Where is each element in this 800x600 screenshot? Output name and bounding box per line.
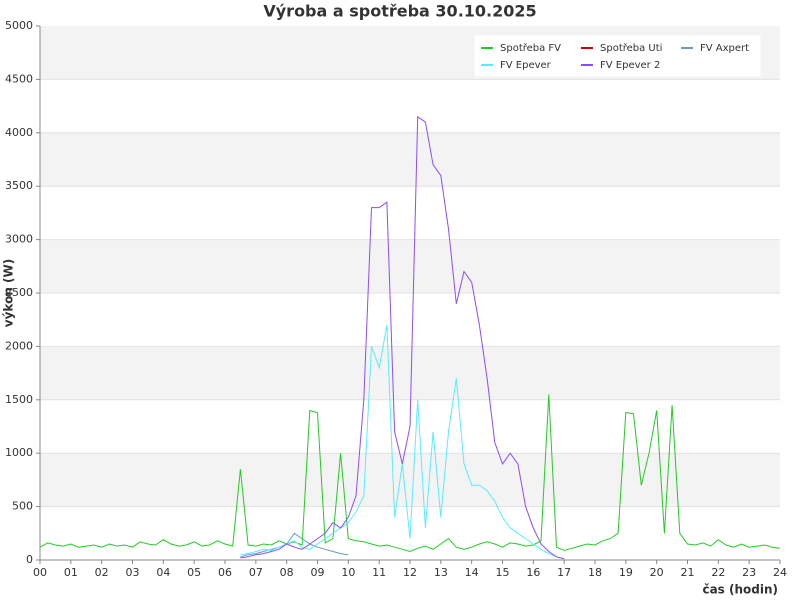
x-tick-label: 22 [711, 566, 725, 579]
y-tick-label: 2000 [5, 339, 33, 352]
x-tick-label: 03 [126, 566, 140, 579]
y-tick-label: 500 [12, 500, 33, 513]
y-tick-label: 4500 [5, 72, 33, 85]
x-tick-label: 11 [372, 566, 386, 579]
x-tick-label: 17 [557, 566, 571, 579]
x-tick-label: 01 [64, 566, 78, 579]
x-tick-label: 23 [742, 566, 756, 579]
legend-label: FV Epever [500, 60, 552, 71]
grid-band [40, 79, 780, 133]
y-tick-label: 3500 [5, 179, 33, 192]
series-line [240, 115, 565, 560]
y-tick-label: 5000 [5, 19, 33, 32]
series-line [240, 532, 349, 558]
x-tick-label: 05 [187, 566, 201, 579]
grid-band [40, 186, 780, 240]
x-tick-label: 12 [403, 566, 417, 579]
x-tick-label: 21 [681, 566, 695, 579]
y-tick-label: 1000 [5, 446, 33, 459]
x-tick-label: 00 [33, 566, 47, 579]
legend-label: Spotřeba Uti [600, 42, 662, 54]
x-tick-label: 08 [280, 566, 294, 579]
y-tick-label: 2500 [5, 286, 33, 299]
legend: Spotřeba FV Spotřeba Uti FV Axpert FV Epeve… [474, 35, 761, 77]
x-tick-label: 02 [95, 566, 109, 579]
x-tick-label: 14 [465, 566, 479, 579]
grid-band [40, 453, 780, 507]
x-tick-label: 24 [773, 566, 787, 579]
y-tick-label: 3000 [5, 233, 33, 246]
x-tick-label: 10 [341, 566, 355, 579]
x-tick-label: 16 [526, 566, 540, 579]
x-tick-label: 09 [311, 566, 325, 579]
grid-band [40, 239, 780, 293]
x-tick-label: 04 [156, 566, 170, 579]
legend-box [474, 35, 761, 77]
x-tick-label: 13 [434, 566, 448, 579]
legend-label: FV Axpert [700, 43, 749, 54]
series-line [39, 394, 781, 553]
y-tick-label: 4000 [5, 126, 33, 139]
x-tick-label: 20 [650, 566, 664, 579]
chart-title: Výroba a spotřeba 30.10.2025 [263, 2, 536, 21]
x-tick-label: 19 [619, 566, 633, 579]
x-tick-label: 15 [496, 566, 510, 579]
y-axis-label: výkon (W) [2, 259, 16, 327]
legend-label: FV Epever 2 [600, 60, 660, 71]
x-axis-label: čas (hodin) [702, 583, 778, 597]
legend-label: Spotřeba FV [500, 42, 561, 54]
y-tick-label: 1500 [5, 393, 33, 406]
grid-band [40, 132, 780, 187]
x-tick-label: 07 [249, 566, 263, 579]
x-tick-label: 06 [218, 566, 232, 579]
x-tick-label: 18 [588, 566, 602, 579]
grid-band [40, 346, 780, 400]
y-tick-label: 0 [26, 553, 33, 566]
grid-band [40, 293, 780, 347]
